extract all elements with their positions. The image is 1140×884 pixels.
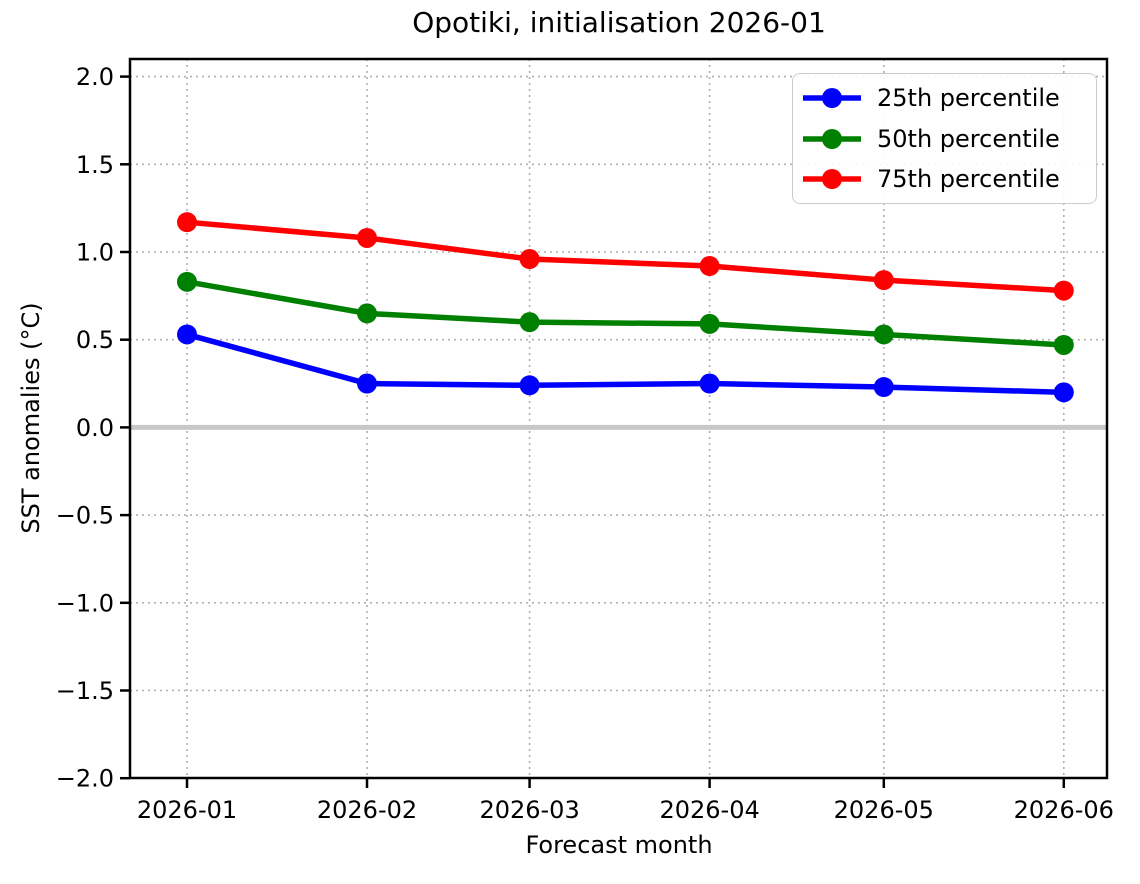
svg-text:−1.0: −1.0 bbox=[56, 589, 114, 617]
svg-text:2026-05: 2026-05 bbox=[834, 796, 934, 824]
svg-text:2.0: 2.0 bbox=[76, 63, 114, 91]
svg-text:1.0: 1.0 bbox=[76, 239, 114, 267]
y-axis-label: SST anomalies (°C) bbox=[17, 302, 45, 534]
svg-text:0.5: 0.5 bbox=[76, 326, 114, 354]
legend-line-marker-icon bbox=[803, 169, 861, 189]
svg-text:2026-06: 2026-06 bbox=[1014, 796, 1114, 824]
svg-text:−0.5: −0.5 bbox=[56, 502, 114, 530]
legend-label: 25th percentile bbox=[877, 84, 1060, 112]
chart-title: Opotiki, initialisation 2026-01 bbox=[412, 6, 826, 39]
legend-entry-25th-percentile: 25th percentile bbox=[801, 78, 1086, 118]
legend-line-marker-icon bbox=[803, 88, 861, 108]
legend-line-marker-icon bbox=[803, 128, 861, 149]
svg-text:2026-03: 2026-03 bbox=[479, 796, 579, 824]
svg-text:0.0: 0.0 bbox=[76, 414, 114, 442]
svg-text:2026-04: 2026-04 bbox=[659, 796, 759, 824]
legend: 25th percentile 50th percentile 75th per… bbox=[792, 73, 1097, 204]
x-axis-label: Forecast month bbox=[525, 831, 713, 859]
legend-entry-50th-percentile: 50th percentile bbox=[801, 119, 1086, 159]
legend-label: 50th percentile bbox=[877, 124, 1060, 153]
svg-text:−2.0: −2.0 bbox=[56, 765, 114, 793]
svg-text:1.5: 1.5 bbox=[76, 151, 114, 179]
svg-text:−1.5: −1.5 bbox=[56, 677, 114, 705]
legend-entry-75th-percentile: 75th percentile bbox=[801, 159, 1086, 199]
svg-text:2026-01: 2026-01 bbox=[137, 796, 237, 824]
svg-text:2026-02: 2026-02 bbox=[317, 796, 417, 824]
legend-label: 75th percentile bbox=[877, 165, 1060, 193]
